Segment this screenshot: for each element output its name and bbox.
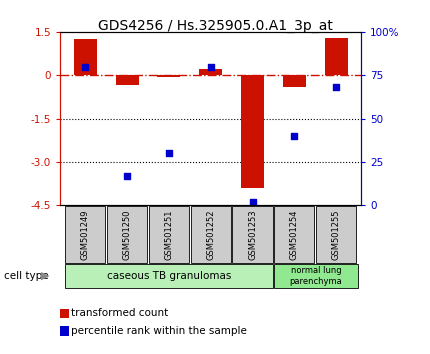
FancyBboxPatch shape xyxy=(274,206,314,263)
Bar xyxy=(283,75,306,87)
Bar xyxy=(325,38,347,75)
FancyBboxPatch shape xyxy=(107,206,147,263)
Point xyxy=(291,133,298,139)
Text: ▶: ▶ xyxy=(41,271,49,281)
Text: percentile rank within the sample: percentile rank within the sample xyxy=(71,326,247,336)
Text: caseous TB granulomas: caseous TB granulomas xyxy=(107,271,231,281)
Bar xyxy=(60,309,69,318)
Bar xyxy=(74,39,97,75)
Bar xyxy=(60,326,69,336)
Point xyxy=(166,150,172,156)
Text: GDS4256 / Hs.325905.0.A1_3p_at: GDS4256 / Hs.325905.0.A1_3p_at xyxy=(98,19,332,34)
Bar xyxy=(157,75,181,77)
Text: GSM501251: GSM501251 xyxy=(164,209,173,260)
Text: GSM501249: GSM501249 xyxy=(81,209,90,260)
FancyBboxPatch shape xyxy=(65,206,105,263)
Point xyxy=(333,85,340,90)
FancyBboxPatch shape xyxy=(316,206,356,263)
Bar xyxy=(116,75,138,85)
Point xyxy=(207,64,214,69)
Point xyxy=(82,64,89,69)
FancyBboxPatch shape xyxy=(65,264,273,288)
Bar xyxy=(199,69,222,75)
Text: cell type: cell type xyxy=(4,271,49,281)
Text: GSM501252: GSM501252 xyxy=(206,209,215,260)
Text: GSM501255: GSM501255 xyxy=(332,209,341,260)
FancyBboxPatch shape xyxy=(149,206,189,263)
FancyBboxPatch shape xyxy=(233,206,273,263)
Text: GSM501253: GSM501253 xyxy=(248,209,257,260)
FancyBboxPatch shape xyxy=(190,206,231,263)
Text: normal lung
parenchyma: normal lung parenchyma xyxy=(290,267,342,286)
Point xyxy=(124,173,131,179)
Bar xyxy=(241,75,264,188)
Text: GSM501254: GSM501254 xyxy=(290,209,299,260)
Text: transformed count: transformed count xyxy=(71,308,168,318)
Point xyxy=(249,199,256,205)
Text: GSM501250: GSM501250 xyxy=(123,209,132,260)
FancyBboxPatch shape xyxy=(274,264,358,288)
